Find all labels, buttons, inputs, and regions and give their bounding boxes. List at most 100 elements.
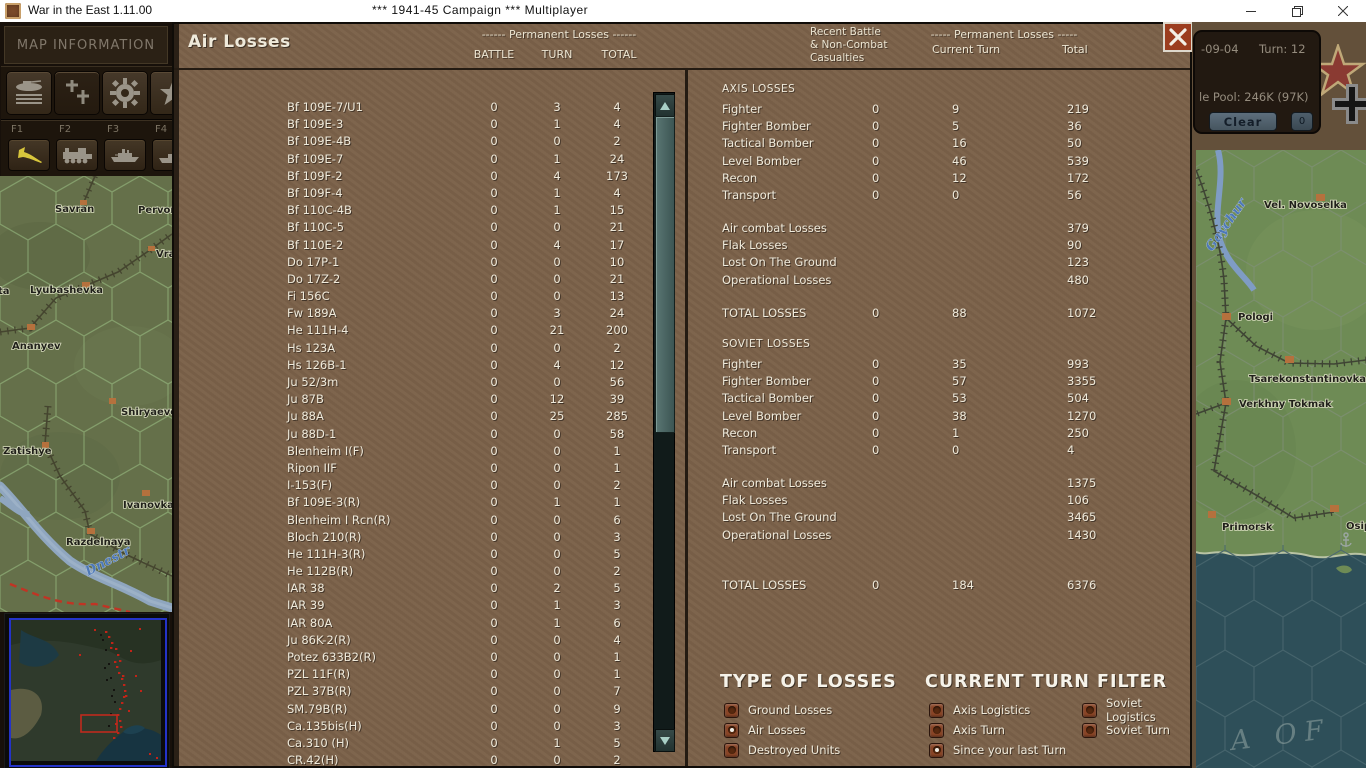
close-window-icon[interactable] (1320, 0, 1366, 22)
aircraft-battle: 0 (490, 598, 498, 613)
aircraft-name: Ju 87B (287, 392, 324, 407)
aircraft-name: I-153(F) (287, 478, 333, 493)
loss-label: Flak Losses (722, 238, 788, 253)
naval-transport-button[interactable] (104, 139, 146, 171)
radio-icon[interactable] (1082, 722, 1097, 738)
aircraft-row: He 111H-4 0 21 200 (182, 322, 652, 339)
star-button[interactable] (150, 71, 172, 115)
radio-icon[interactable] (929, 702, 944, 718)
settings-button[interactable] (102, 71, 148, 115)
radio-option[interactable]: Axis Logistics (929, 700, 1066, 720)
list-scrollbar[interactable] (653, 92, 675, 752)
loss-battle: 0 (872, 357, 880, 371)
amphibious-button[interactable] (152, 139, 172, 171)
minimap[interactable] (9, 618, 167, 767)
aircraft-name: Bf 109E-7 (287, 151, 344, 166)
map-information-header: MAP INFORMATION (4, 26, 168, 64)
town-label: Lyubashevka (30, 285, 103, 296)
aircraft-battle: 0 (490, 615, 498, 630)
aircraft-turn: 1 (553, 151, 561, 166)
counter-button[interactable]: 0 (1291, 112, 1313, 131)
aircraft-turn: 1 (553, 615, 561, 630)
col-header-battle: BATTLE (473, 48, 515, 61)
aircraft-total: 2 (613, 753, 621, 768)
loss-row: Level Bomber 0 38 1270 (688, 408, 1190, 425)
aircraft-battle: 0 (490, 357, 498, 372)
loss-battle: 0 (872, 425, 880, 440)
loss-label: Level Bomber (722, 153, 802, 168)
radio-option[interactable]: Axis Turn (929, 720, 1066, 740)
soviet-rows: Fighter 0 35 993 Fighter Bomber 0 57 335… (688, 356, 1190, 459)
aircraft-row: Bf 109E-7/U1 0 3 4 (182, 99, 652, 116)
loss-turn: 12 (952, 170, 967, 185)
aircraft-name: PZL 11F(R) (287, 667, 351, 682)
aircraft-total: 2 (613, 478, 621, 493)
aircraft-turn: 2 (553, 581, 561, 596)
radio-icon[interactable] (1082, 702, 1097, 718)
german-cross-icon (1332, 84, 1366, 124)
scrollbar-thumb[interactable] (655, 116, 675, 433)
radio-icon[interactable] (724, 702, 739, 718)
close-dialog-button[interactable] (1163, 22, 1193, 52)
restore-icon[interactable] (1274, 0, 1320, 22)
aircraft-battle: 0 (490, 495, 498, 510)
right-map[interactable]: Vel. Novoselka Pologi Tsarekonstantinovk… (1196, 150, 1366, 768)
radio-label: Axis Logistics (953, 703, 1031, 717)
col-header-total: TOTAL (601, 48, 637, 61)
radio-option[interactable]: Destroyed Units (724, 740, 840, 760)
aircraft-row: SM.79B(R) 0 0 9 (182, 701, 652, 718)
minimap-viewport[interactable] (80, 714, 118, 733)
radio-option[interactable]: Soviet Turn (1082, 720, 1190, 740)
loss-total: 1375 (1067, 476, 1097, 490)
loss-row: Recon 0 12 172 (688, 170, 1190, 187)
undo-move-button[interactable] (8, 139, 50, 171)
radio-option[interactable]: Since your last Turn (929, 740, 1066, 760)
radio-option[interactable]: Ground Losses (724, 700, 840, 720)
radio-icon[interactable] (929, 742, 944, 758)
col-header-current-turn: Current Turn (932, 43, 1001, 56)
aircraft-row: Hs 123A 0 0 2 (182, 340, 652, 357)
turn-counter: Turn: 12 (1259, 42, 1306, 56)
loss-row: Flak Losses 90 (688, 237, 1190, 254)
aircraft-battle: 0 (490, 185, 498, 200)
loss-battle: 0 (872, 187, 880, 202)
radio-icon[interactable] (724, 742, 739, 758)
aircraft-turn: 0 (553, 564, 561, 579)
aircraft-turn: 0 (553, 632, 561, 647)
aircraft-name: He 112B(R) (287, 564, 354, 579)
tank-units-button[interactable] (6, 71, 52, 115)
loss-label: Tactical Bomber (722, 136, 814, 151)
town-label: Tsarekonstantinovka (1249, 374, 1366, 385)
radio-icon[interactable] (724, 722, 739, 738)
aircraft-turn: 0 (553, 478, 561, 493)
aircraft-name: Bf 109F-2 (287, 168, 343, 183)
losses-button[interactable] (54, 71, 100, 115)
type-of-losses-title: TYPE OF LOSSES (720, 672, 897, 692)
axis-total-row: TOTAL LOSSES 0 88 1072 (688, 305, 1190, 322)
toolbar-row-2: F1 F2 F3 F4 (1, 120, 172, 178)
left-map[interactable]: Savran Pervom. Vra Lyubashevka ta Ananye… (0, 176, 172, 612)
aircraft-row: Blenheim I(F) 0 0 1 (182, 443, 652, 460)
close-icon (1169, 28, 1187, 46)
aircraft-turn: 0 (553, 718, 561, 733)
town-label: Razdelnaya (66, 537, 130, 548)
scroll-up-button[interactable] (655, 94, 675, 117)
minimap-front-red (79, 628, 158, 759)
radio-option[interactable]: Soviet Logistics (1082, 696, 1190, 724)
rail-transport-button[interactable] (56, 139, 98, 171)
recent-casualties-header: Recent Battle & Non-Combat Casualties (810, 26, 888, 64)
scroll-down-button[interactable] (655, 729, 675, 752)
radio-icon[interactable] (929, 722, 944, 738)
radio-option[interactable]: Air Losses (724, 720, 840, 740)
axis-rows: Fighter 0 9 219 Fighter Bomber 0 5 36 Ta… (688, 101, 1190, 204)
aircraft-total: 4 (613, 100, 621, 114)
aircraft-row: Bf 109F-2 0 4 173 (182, 168, 652, 185)
aircraft-turn: 4 (553, 168, 561, 183)
aircraft-battle: 0 (490, 306, 498, 321)
aircraft-battle: 0 (490, 100, 498, 114)
loss-turn: 57 (952, 374, 967, 389)
minimize-icon[interactable] (1228, 0, 1274, 22)
clear-button[interactable]: Clear (1209, 112, 1277, 131)
loss-turn: 46 (952, 153, 967, 168)
